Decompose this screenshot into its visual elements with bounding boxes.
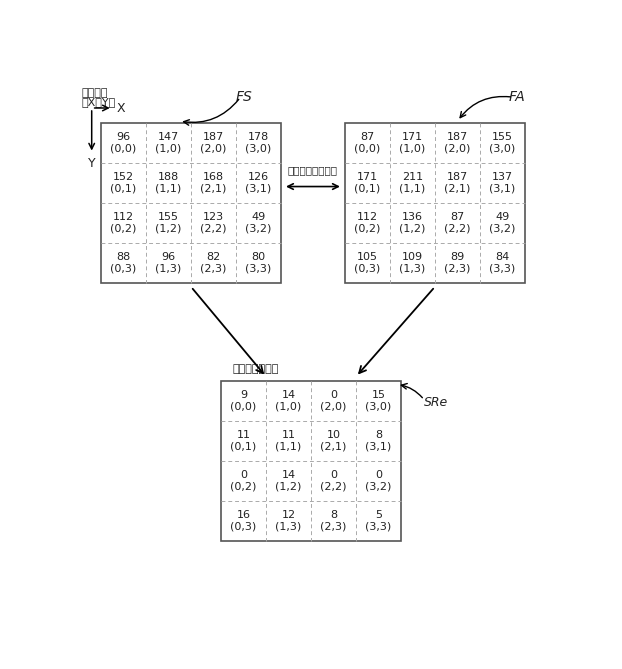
Text: 0
(2,0): 0 (2,0): [320, 390, 346, 411]
Text: 123
(2,2): 123 (2,2): [200, 212, 226, 233]
Text: 168
(2,1): 168 (2,1): [200, 172, 226, 193]
Text: 圧力分布: 圧力分布: [81, 88, 108, 98]
Text: Y: Y: [88, 157, 96, 171]
Text: 109
(1,3): 109 (1,3): [399, 252, 425, 274]
Text: 188
(1,1): 188 (1,1): [156, 172, 182, 193]
Text: 8
(2,3): 8 (2,3): [320, 510, 346, 531]
Text: 80
(3,3): 80 (3,3): [245, 252, 271, 274]
Text: （X，Y）: （X，Y）: [81, 97, 116, 107]
Text: 87
(0,0): 87 (0,0): [355, 132, 381, 153]
Text: 9
(0,0): 9 (0,0): [231, 390, 257, 411]
Text: 136
(1,2): 136 (1,2): [399, 212, 425, 233]
Text: 187
(2,0): 187 (2,0): [444, 132, 471, 153]
Text: 96
(0,0): 96 (0,0): [110, 132, 137, 153]
Text: 96
(1,3): 96 (1,3): [156, 252, 182, 274]
Text: 0
(0,2): 0 (0,2): [230, 470, 257, 492]
Text: 105
(0,3): 105 (0,3): [355, 252, 381, 274]
Text: 15
(3,0): 15 (3,0): [365, 390, 392, 411]
Text: 137
(3,1): 137 (3,1): [490, 172, 516, 193]
Text: 14
(1,0): 14 (1,0): [276, 390, 302, 411]
Text: 0
(2,2): 0 (2,2): [320, 470, 346, 492]
Text: 112
(0,2): 112 (0,2): [355, 212, 381, 233]
FancyBboxPatch shape: [101, 122, 281, 283]
FancyBboxPatch shape: [345, 122, 525, 283]
Text: X: X: [116, 102, 125, 114]
Text: 0
(3,2): 0 (3,2): [365, 470, 392, 492]
Text: 11
(0,1): 11 (0,1): [231, 430, 257, 452]
Text: 87
(2,2): 87 (2,2): [444, 212, 471, 233]
Text: 171
(0,1): 171 (0,1): [355, 172, 381, 193]
Text: 10
(2,1): 10 (2,1): [320, 430, 346, 452]
Text: 49
(3,2): 49 (3,2): [490, 212, 516, 233]
Text: 8
(3,1): 8 (3,1): [365, 430, 392, 452]
Text: FA: FA: [509, 90, 526, 104]
Text: 88
(0,3): 88 (0,3): [110, 252, 137, 274]
Text: 147
(1,0): 147 (1,0): [156, 132, 182, 153]
Text: 49
(3,2): 49 (3,2): [245, 212, 272, 233]
Text: 14
(1,2): 14 (1,2): [276, 470, 302, 492]
FancyBboxPatch shape: [221, 381, 401, 541]
Text: 12
(1,3): 12 (1,3): [276, 510, 302, 531]
Text: 187
(2,0): 187 (2,0): [200, 132, 226, 153]
Text: FS: FS: [236, 90, 253, 104]
Text: 5
(3,3): 5 (3,3): [365, 510, 392, 531]
Text: 各座標で相対比較: 各座標で相対比較: [288, 165, 338, 175]
Text: 相対誤差（％）: 相対誤差（％）: [233, 365, 279, 375]
Text: 155
(1,2): 155 (1,2): [156, 212, 182, 233]
Text: 11
(1,1): 11 (1,1): [276, 430, 302, 452]
Text: 84
(3,3): 84 (3,3): [490, 252, 516, 274]
Text: 211
(1,1): 211 (1,1): [399, 172, 425, 193]
Text: 152
(0,1): 152 (0,1): [110, 172, 137, 193]
Text: 187
(2,1): 187 (2,1): [444, 172, 471, 193]
Text: 178
(3,0): 178 (3,0): [245, 132, 271, 153]
Text: 16
(0,3): 16 (0,3): [231, 510, 257, 531]
Text: 82
(2,3): 82 (2,3): [200, 252, 226, 274]
Text: 171
(1,0): 171 (1,0): [399, 132, 425, 153]
Text: 155
(3,0): 155 (3,0): [490, 132, 516, 153]
Text: 126
(3,1): 126 (3,1): [245, 172, 271, 193]
Text: 112
(0,2): 112 (0,2): [110, 212, 137, 233]
Text: SRe: SRe: [424, 396, 448, 409]
Text: 89
(2,3): 89 (2,3): [444, 252, 471, 274]
